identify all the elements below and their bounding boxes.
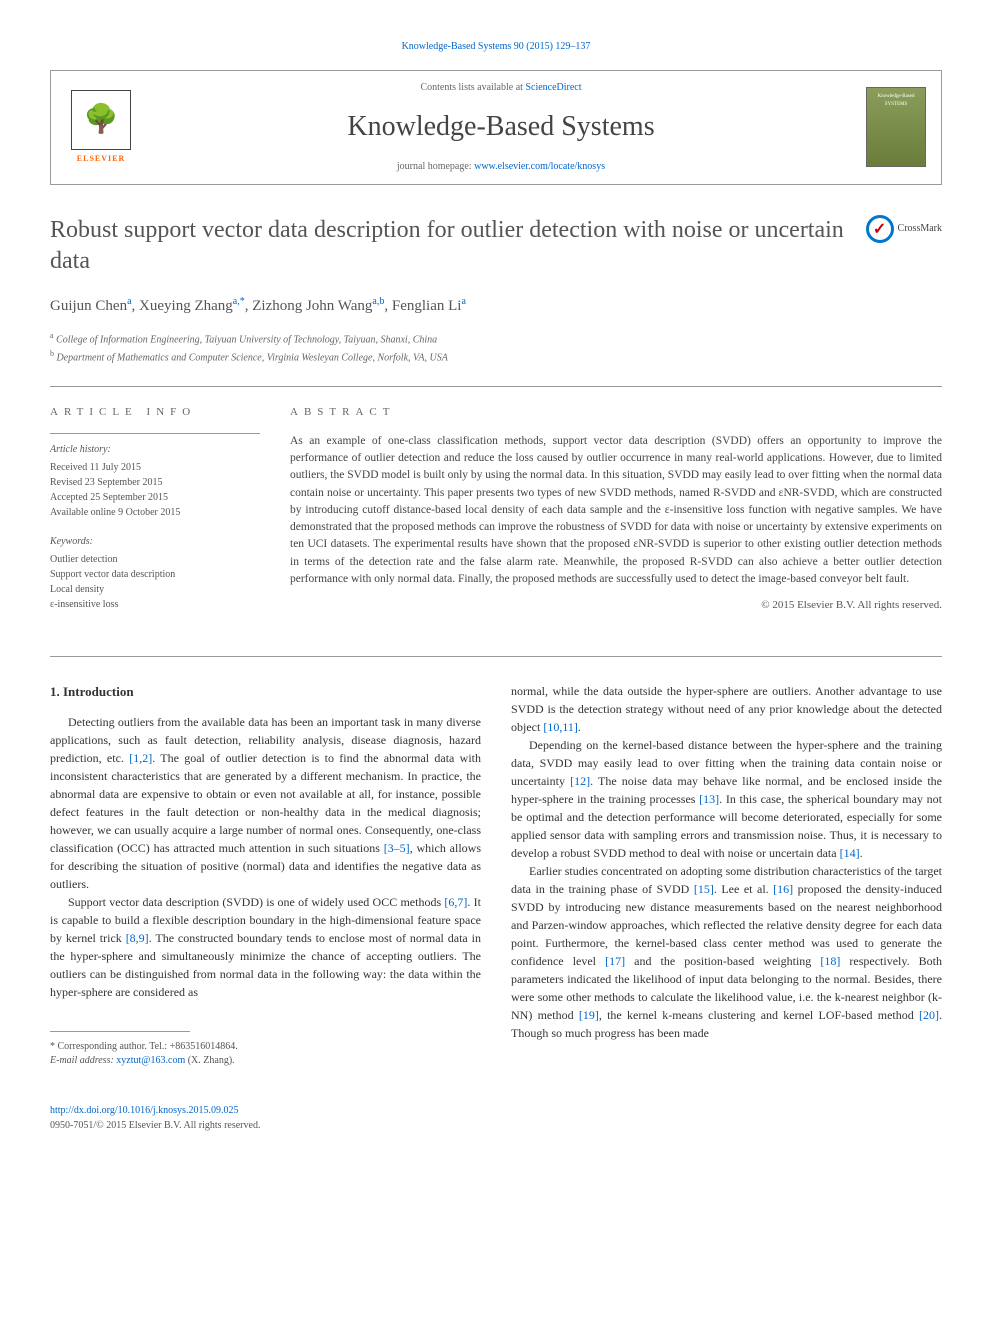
footer-block: http://dx.doi.org/10.1016/j.knosys.2015.… bbox=[50, 1103, 481, 1133]
corresponding-email: E-mail address: xyztut@163.com (X. Zhang… bbox=[50, 1054, 481, 1068]
journal-homepage-link[interactable]: www.elsevier.com/locate/knosys bbox=[474, 161, 605, 172]
section-1-heading: 1. Introduction bbox=[50, 682, 481, 702]
corresponding-author: * Corresponding author. Tel.: +863516014… bbox=[50, 1040, 481, 1054]
crossmark-badge[interactable]: ✓ CrossMark bbox=[866, 215, 942, 243]
publisher-logo: 🌳 ELSEVIER bbox=[66, 85, 136, 170]
masthead-center: Contents lists available at ScienceDirec… bbox=[136, 81, 866, 175]
journal-cover-thumbnail: Knowledge-Based SYSTEMS bbox=[866, 87, 926, 167]
crossmark-label: CrossMark bbox=[898, 222, 942, 237]
publisher-name: ELSEVIER bbox=[77, 153, 125, 165]
homepage-prefix: journal homepage: bbox=[397, 161, 474, 172]
contents-prefix: Contents lists available at bbox=[420, 82, 525, 93]
affiliations: a College of Information Engineering, Ta… bbox=[50, 330, 942, 366]
article-info-column: ARTICLE INFO Article history: Received 1… bbox=[50, 405, 260, 626]
history-label: Article history: bbox=[50, 442, 260, 457]
body-para-4: Depending on the kernel-based distance b… bbox=[511, 736, 942, 862]
history-online: Available online 9 October 2015 bbox=[50, 505, 260, 520]
masthead: 🌳 ELSEVIER Contents lists available at S… bbox=[50, 70, 942, 186]
journal-cover-text: Knowledge-Based SYSTEMS bbox=[867, 93, 925, 108]
body-column-right: normal, while the data outside the hyper… bbox=[511, 682, 942, 1134]
running-header-link[interactable]: Knowledge-Based Systems 90 (2015) 129–13… bbox=[402, 41, 591, 52]
doi-link[interactable]: http://dx.doi.org/10.1016/j.knosys.2015.… bbox=[50, 1105, 238, 1116]
history-received: Received 11 July 2015 bbox=[50, 460, 260, 475]
abstract-heading: ABSTRACT bbox=[290, 405, 942, 421]
divider bbox=[50, 386, 942, 387]
corresponding-footnote: * Corresponding author. Tel.: +863516014… bbox=[50, 1040, 481, 1068]
abstract-copyright: © 2015 Elsevier B.V. All rights reserved… bbox=[290, 598, 942, 614]
authors-line: Guijun Chena, Xueying Zhanga,*, Zizhong … bbox=[50, 295, 942, 318]
body-columns: 1. Introduction Detecting outliers from … bbox=[50, 682, 942, 1134]
abstract-text: As an example of one-class classificatio… bbox=[290, 433, 942, 588]
sciencedirect-link[interactable]: ScienceDirect bbox=[525, 82, 581, 93]
homepage-line: journal homepage: www.elsevier.com/locat… bbox=[156, 160, 846, 175]
history-accepted: Accepted 25 September 2015 bbox=[50, 490, 260, 505]
body-column-left: 1. Introduction Detecting outliers from … bbox=[50, 682, 481, 1134]
elsevier-tree-icon: 🌳 bbox=[71, 90, 131, 150]
keyword-3: Local density bbox=[50, 582, 260, 597]
keywords-section: Keywords: Outlier detection Support vect… bbox=[50, 534, 260, 612]
contents-line: Contents lists available at ScienceDirec… bbox=[156, 81, 846, 96]
body-para-5: Earlier studies concentrated on adopting… bbox=[511, 862, 942, 1042]
article-title: Robust support vector data description f… bbox=[50, 215, 866, 277]
journal-name: Knowledge-Based Systems bbox=[156, 107, 846, 148]
article-history: Article history: Received 11 July 2015 R… bbox=[50, 433, 260, 520]
footnote-separator bbox=[50, 1031, 190, 1032]
body-para-1: Detecting outliers from the available da… bbox=[50, 713, 481, 893]
body-para-2: Support vector data description (SVDD) i… bbox=[50, 893, 481, 1001]
divider-2 bbox=[50, 656, 942, 657]
running-header: Knowledge-Based Systems 90 (2015) 129–13… bbox=[50, 40, 942, 55]
abstract-column: ABSTRACT As an example of one-class clas… bbox=[290, 405, 942, 626]
affiliation-a: a College of Information Engineering, Ta… bbox=[50, 330, 942, 348]
crossmark-icon: ✓ bbox=[866, 215, 894, 243]
keyword-4: ε-insensitive loss bbox=[50, 597, 260, 612]
article-info-heading: ARTICLE INFO bbox=[50, 405, 260, 421]
body-para-3: normal, while the data outside the hyper… bbox=[511, 682, 942, 736]
history-revised: Revised 23 September 2015 bbox=[50, 475, 260, 490]
affiliation-b: b Department of Mathematics and Computer… bbox=[50, 348, 942, 366]
keyword-1: Outlier detection bbox=[50, 552, 260, 567]
keyword-2: Support vector data description bbox=[50, 567, 260, 582]
email-link[interactable]: xyztut@163.com bbox=[116, 1055, 185, 1066]
issn-copyright: 0950-7051/© 2015 Elsevier B.V. All right… bbox=[50, 1118, 481, 1133]
keywords-label: Keywords: bbox=[50, 534, 260, 549]
